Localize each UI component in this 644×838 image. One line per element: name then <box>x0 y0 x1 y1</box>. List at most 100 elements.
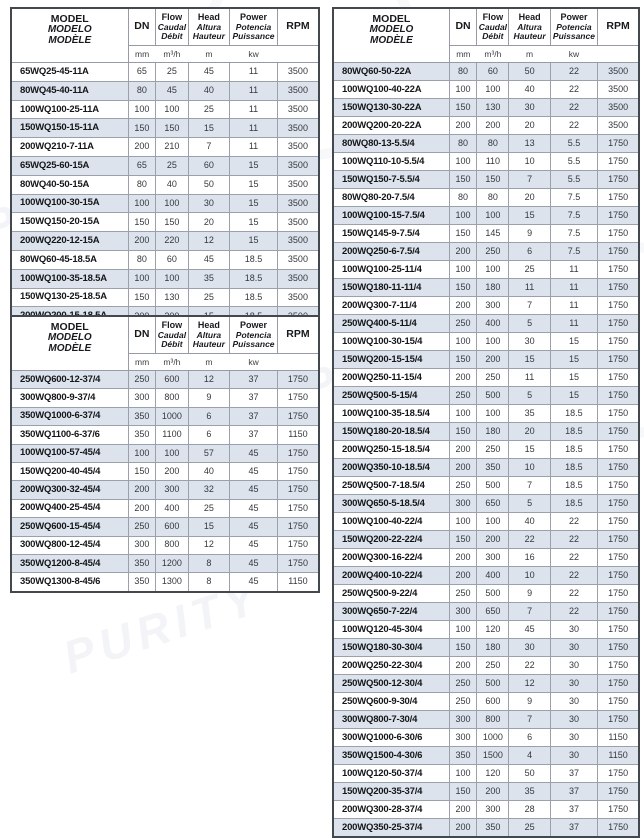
header-dn: DN <box>127 7 157 46</box>
head-cell: 40 <box>508 512 551 531</box>
dn-cell: 100 <box>127 99 157 120</box>
table-row: 250WQ500-5-15/4 250 500 5 15 1750 <box>332 386 640 405</box>
unit-head: m <box>188 45 230 63</box>
flow-cell: 150 <box>476 170 510 189</box>
power-cell: 15 <box>229 193 278 214</box>
power-cell: 11 <box>229 62 278 82</box>
power-cell: 37 <box>549 782 599 801</box>
head-cell: 25 <box>187 287 231 308</box>
model-cell: 80WQ45-40-11A <box>10 80 129 101</box>
flow-cell: 100 <box>476 206 510 225</box>
model-cell: 300WQ800-12-45/4 <box>10 535 129 555</box>
rpm-cell: 1750 <box>597 512 640 531</box>
power-cell: 7.5 <box>549 188 599 207</box>
table-row: 200WQ250-15-18.5/4 200 250 15 18.5 1750 <box>332 440 640 459</box>
power-cell: 22 <box>549 566 599 585</box>
head-cell: 20 <box>508 116 551 135</box>
flow-cell: 1500 <box>476 746 510 765</box>
table-row: 80WQ60-50-22A 80 60 50 22 3500 <box>332 62 640 81</box>
power-cell: 11 <box>549 260 599 279</box>
flow-cell: 210 <box>155 137 189 157</box>
head-cell: 30 <box>187 193 231 214</box>
header-model: MODEL MODELO MODÈLE <box>332 7 450 63</box>
model-cell: 100WQ110-10-5.5/4 <box>332 152 450 171</box>
flow-cell: 40 <box>155 174 189 195</box>
table-row: 250WQ600-15-45/4 250 600 15 45 1750 <box>10 517 320 537</box>
flow-cell: 120 <box>476 620 510 639</box>
model-cell: 250WQ500-5-15/4 <box>332 386 450 405</box>
table-row: 200WQ350-10-18.5/4 200 350 10 18.5 1750 <box>332 458 640 477</box>
flow-cell: 45 <box>155 80 189 101</box>
flow-cell: 60 <box>476 62 510 81</box>
model-cell: 200WQ300-16-22/4 <box>332 548 450 567</box>
power-cell: 37 <box>229 425 278 445</box>
table-row: 100WQ100-15-7.5/4 100 100 15 7.5 1750 <box>332 206 640 225</box>
head-cell: 16 <box>508 548 551 567</box>
model-cell: 250WQ600-12-37/4 <box>10 369 129 390</box>
model-cell: 350WQ1500-4-30/6 <box>332 746 450 765</box>
power-cell: 15 <box>229 212 278 233</box>
head-cell: 40 <box>187 461 231 482</box>
header-head: Head Altura Hauteur <box>187 315 231 354</box>
model-cell: 100WQ100-15-7.5/4 <box>332 206 450 225</box>
pump-spec-table-bottom-left: MODEL MODELO MODÈLE DN Flow Caudal Débit Head Al… <box>10 315 320 593</box>
unit-power: kw <box>550 45 598 63</box>
dn-cell: 200 <box>448 116 478 135</box>
table-row: 150WQ130-30-22A 150 130 30 22 3500 <box>332 98 640 117</box>
power-cell: 45 <box>229 461 278 482</box>
table-row: 250WQ400-5-11/4 250 400 5 11 1750 <box>332 314 640 333</box>
head-cell: 9 <box>187 388 231 408</box>
head-cell: 12 <box>187 231 231 251</box>
head-cell: 5 <box>508 494 551 513</box>
head-cell: 10 <box>508 458 551 477</box>
flow-cell: 150 <box>155 212 189 233</box>
model-cell: 80WQ80-20-7.5/4 <box>332 188 450 207</box>
power-cell: 15 <box>549 332 599 351</box>
head-cell: 32 <box>187 480 231 500</box>
flow-cell: 200 <box>476 116 510 135</box>
dn-cell: 100 <box>127 268 157 289</box>
flow-cell: 110 <box>476 152 510 171</box>
power-cell: 18.5 <box>549 422 599 441</box>
head-cell: 7 <box>508 602 551 621</box>
power-cell: 18.5 <box>549 440 599 459</box>
header-head: Head Altura Hauteur <box>508 7 551 46</box>
power-cell: 11 <box>549 296 599 315</box>
head-cell: 11 <box>508 278 551 297</box>
table-row: 300WQ800-7-30/4 300 800 7 30 1750 <box>332 710 640 729</box>
head-cell: 25 <box>187 99 231 120</box>
flow-cell: 250 <box>476 440 510 459</box>
head-cell: 15 <box>508 206 551 225</box>
power-cell: 37 <box>229 406 278 427</box>
table-row: 100WQ120-50-37/4 100 120 50 37 1750 <box>332 764 640 783</box>
rpm-cell: 1750 <box>276 517 320 537</box>
dn-cell: 80 <box>448 62 478 81</box>
model-cell: 250WQ500-12-30/4 <box>332 674 450 693</box>
head-cell: 12 <box>187 535 231 555</box>
dn-cell: 250 <box>448 476 478 495</box>
model-cell: 200WQ350-10-18.5/4 <box>332 458 450 477</box>
header-rpm: RPM <box>597 7 640 46</box>
flow-cell: 100 <box>476 332 510 351</box>
unit-dn: mm <box>127 45 156 63</box>
table-body: 65WQ25-45-11A 65 25 45 11 3500 80WQ45-40-11A 80… <box>10 62 320 327</box>
power-cell: 30 <box>549 746 599 765</box>
rpm-cell: 1750 <box>597 152 640 171</box>
dn-cell: 300 <box>127 388 157 408</box>
head-cell: 35 <box>508 782 551 801</box>
flow-cell: 1000 <box>155 406 189 427</box>
dn-cell: 250 <box>127 517 157 537</box>
rpm-cell: 1750 <box>597 242 640 261</box>
flow-cell: 100 <box>155 268 189 289</box>
power-cell: 18.5 <box>229 268 278 289</box>
head-cell: 6 <box>508 242 551 261</box>
table-row: 100WQ120-45-30/4 100 120 45 30 1750 <box>332 620 640 639</box>
dn-cell: 150 <box>448 638 478 657</box>
unit-dn: mm <box>127 353 156 371</box>
dn-cell: 200 <box>448 656 478 675</box>
unit-flow: m³/h <box>476 45 509 63</box>
rpm-cell: 1750 <box>597 368 640 387</box>
power-cell: 30 <box>549 692 599 711</box>
model-cell: 200WQ250-15-18.5/4 <box>332 440 450 459</box>
table-row: 150WQ200-22-22/4 150 200 22 22 1750 <box>332 530 640 549</box>
